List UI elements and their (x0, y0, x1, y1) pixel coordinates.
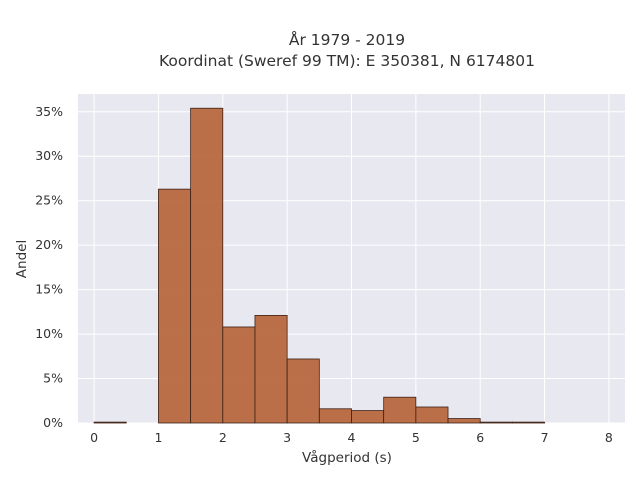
x-tick-label: 8 (605, 430, 613, 445)
y-tick-label: 5% (43, 371, 63, 386)
y-tick-label: 35% (35, 104, 63, 119)
chart-title-line-1: År 1979 - 2019 (289, 30, 405, 49)
histogram-bar (479, 421, 513, 424)
histogram-bar (93, 421, 127, 424)
x-tick-label: 1 (154, 430, 162, 445)
x-tick-label: 0 (90, 430, 98, 445)
x-tick-label: 6 (476, 430, 484, 445)
histogram-bar (511, 421, 545, 424)
y-tick-label: 15% (35, 282, 63, 297)
histogram-bar (383, 396, 417, 424)
histogram-bar (158, 188, 192, 424)
x-tick-label: 2 (219, 430, 227, 445)
y-axis-ticks: 0% 5% 10% 15% 20% 25% 30% 35% (35, 104, 63, 430)
y-axis-title: Andel (14, 240, 30, 278)
x-tick-label: 7 (541, 430, 549, 445)
histogram-bar (415, 406, 449, 424)
y-tick-label: 20% (35, 237, 63, 252)
histogram-bar (447, 418, 481, 424)
y-tick-label: 25% (35, 193, 63, 208)
y-tick-label: 0% (43, 415, 63, 430)
x-axis-title: Vågperiod (s) (302, 449, 392, 466)
x-tick-label: 4 (348, 430, 356, 445)
y-tick-label: 10% (35, 326, 63, 341)
histogram-bars (93, 107, 545, 424)
y-tick-label: 30% (35, 148, 63, 163)
x-tick-label: 5 (412, 430, 420, 445)
histogram-bar (222, 326, 256, 424)
chart-title-line-2: Koordinat (Sweref 99 TM): E 350381, N 61… (159, 52, 535, 70)
x-tick-label: 3 (283, 430, 291, 445)
histogram-bar (254, 315, 288, 424)
histogram-bar (351, 410, 385, 424)
histogram-bar (190, 107, 224, 424)
histogram-bar (286, 358, 320, 424)
x-axis-ticks: 0 1 2 3 4 5 6 7 8 (90, 430, 613, 445)
histogram-bar (318, 408, 352, 424)
